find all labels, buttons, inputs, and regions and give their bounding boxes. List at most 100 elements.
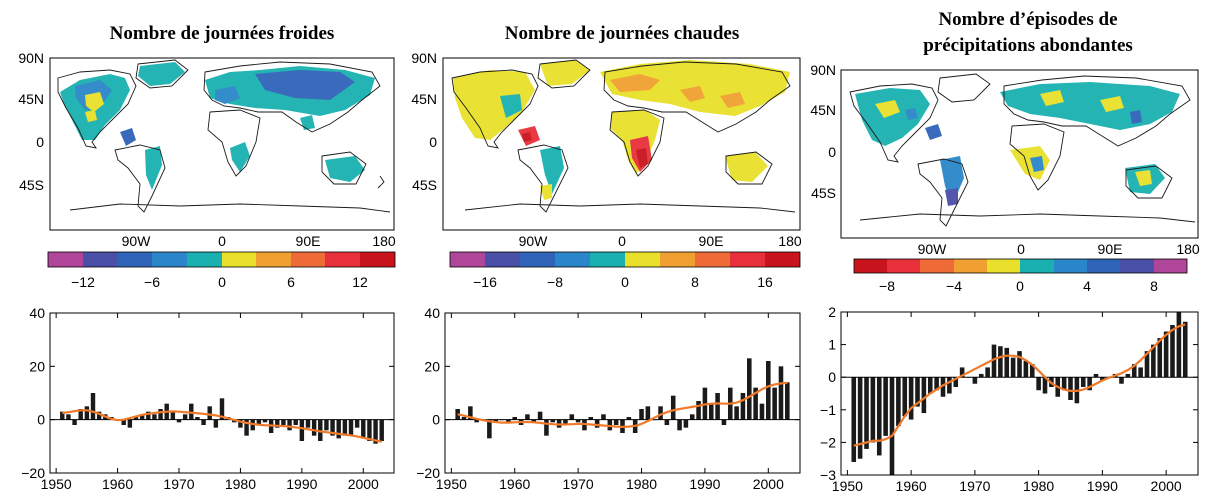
data-bar — [525, 414, 530, 420]
data-bar — [207, 406, 212, 420]
colorbar-tick-label: −6 — [144, 274, 160, 290]
colorbar-tick-label: 0 — [1016, 278, 1024, 294]
data-bar — [262, 419, 268, 423]
colorbar-swatch — [1020, 259, 1054, 273]
x-tick-label: 1970 — [959, 478, 990, 494]
colorbar-swatch — [590, 252, 625, 267]
data-bar — [683, 419, 689, 428]
data-bar — [544, 419, 549, 436]
data-bar — [1119, 377, 1124, 384]
x-tick-label: 1970 — [563, 476, 594, 492]
panel-heavy-precipitation: Nombre d’épisodes de précipitations abon… — [810, 9, 1200, 494]
data-bar — [195, 417, 200, 420]
svg-text:45S: 45S — [19, 177, 44, 193]
y-tick-label: 40 — [424, 305, 440, 321]
colorbar-swatch — [555, 252, 590, 267]
colorbar-swatch — [854, 259, 887, 273]
data-bar — [972, 377, 978, 384]
svg-text:90W: 90W — [519, 233, 549, 249]
colorbar-swatch — [625, 252, 660, 267]
svg-text:0: 0 — [828, 144, 836, 160]
data-bar — [864, 377, 869, 449]
data-bar — [1138, 367, 1143, 378]
colorbar-tick-label: −8 — [879, 278, 895, 294]
colorbar-frame — [449, 251, 801, 268]
x-tick-label: 1960 — [499, 476, 530, 492]
time-series-chart: −20 0 20 40 1950 1960 1970 1980 1990 2000 — [416, 305, 801, 492]
colorbar-swatch — [291, 252, 325, 267]
data-bar — [670, 395, 676, 420]
data-bar — [367, 419, 372, 441]
svg-text:0: 0 — [429, 134, 437, 150]
data-bar — [927, 377, 933, 394]
data-bar — [734, 406, 739, 420]
data-bar — [708, 403, 714, 420]
data-bar — [626, 417, 632, 420]
data-bar — [506, 419, 511, 423]
map-lat-labels: 90N 45N 0 45S — [810, 62, 836, 201]
colorbar-swatch — [660, 252, 695, 267]
data-bar — [550, 419, 556, 423]
x-tick-label: 1970 — [163, 476, 194, 492]
svg-text:45S: 45S — [412, 177, 437, 193]
colorbar: −16 −8 0 8 16 — [449, 251, 801, 290]
colorbar-swatch — [730, 252, 765, 267]
x-tick-label: 2000 — [348, 476, 379, 492]
data-bar — [354, 419, 360, 428]
data-bar — [664, 419, 670, 425]
data-bar — [940, 377, 946, 397]
colorbar-tick-label: −4 — [946, 278, 962, 294]
data-bar — [563, 419, 568, 425]
data-bar — [857, 377, 863, 459]
svg-text:0: 0 — [618, 233, 626, 249]
data-bar — [645, 406, 651, 420]
colorbar-tick-label: −12 — [71, 274, 95, 290]
data-bar — [959, 367, 965, 378]
x-tick-label: 1990 — [1087, 478, 1118, 494]
data-bar — [72, 419, 77, 425]
data-bar — [575, 419, 581, 423]
data-bar — [84, 406, 90, 420]
data-bar — [1157, 338, 1163, 378]
colorbar: −12 −6 0 6 12 — [47, 251, 396, 290]
colorbar-tick-label: 4 — [1083, 278, 1091, 294]
data-bar — [152, 414, 157, 420]
data-bar — [1042, 377, 1048, 394]
colorbar-swatch — [887, 259, 920, 273]
data-bar — [870, 377, 876, 443]
svg-text:90E: 90E — [1098, 241, 1123, 257]
data-bar — [1061, 377, 1067, 391]
colorbar-tick-label: −16 — [473, 274, 497, 290]
plot-area — [50, 313, 394, 473]
data-bar — [256, 419, 262, 425]
panel-title: Nombre de journées chaudes — [505, 23, 740, 44]
svg-text:45S: 45S — [811, 185, 836, 201]
data-bar — [766, 361, 771, 420]
data-bar — [1080, 377, 1086, 387]
data-bar — [889, 377, 895, 475]
map-lon-labels: 90W 0 90E 180 — [519, 233, 802, 249]
svg-text:90E: 90E — [296, 233, 321, 249]
data-bar — [512, 417, 518, 420]
data-bar — [639, 409, 644, 420]
x-tick-label: 1950 — [41, 476, 72, 492]
x-tick-label: 1950 — [832, 478, 863, 494]
data-bar — [342, 419, 348, 436]
data-bar — [461, 417, 467, 420]
data-bar — [677, 419, 682, 431]
data-bar — [474, 419, 479, 423]
colorbar-swatch — [987, 259, 1020, 273]
data-bar — [1144, 351, 1150, 378]
data-bar — [689, 414, 695, 420]
y-tick-label: −3 — [820, 467, 836, 483]
data-bar — [1182, 321, 1188, 378]
colorbar-swatch — [450, 252, 485, 267]
data-bar — [740, 393, 746, 420]
y-tick-label: 40 — [29, 305, 45, 321]
colorbar-swatch — [187, 252, 222, 267]
colorbar-swatch — [83, 252, 118, 267]
data-bar — [127, 419, 133, 428]
x-tick-label: 1980 — [626, 476, 657, 492]
data-bar — [991, 344, 997, 378]
